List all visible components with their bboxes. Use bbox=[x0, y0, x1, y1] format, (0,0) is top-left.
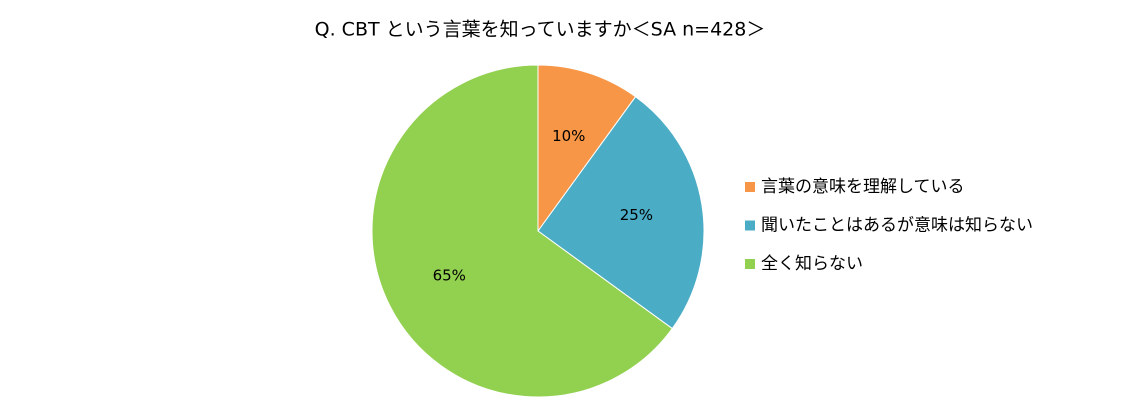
data-label: 10% bbox=[552, 127, 585, 145]
legend-swatch bbox=[745, 259, 755, 269]
legend-swatch bbox=[745, 182, 755, 192]
pie-slice bbox=[537, 64, 637, 233]
legend-label: 言葉の意味を理解している bbox=[761, 177, 965, 197]
legend-swatch bbox=[745, 220, 755, 231]
data-label: 65% bbox=[433, 267, 466, 285]
legend-label: 全く知らない bbox=[761, 254, 863, 274]
data-label: 25% bbox=[620, 206, 653, 224]
chart-title: Q. CBT という言葉を知っていますか＜SA n=428＞ bbox=[315, 19, 766, 41]
legend-label: 聞いたことはあるが意味は知らない bbox=[761, 216, 1033, 236]
pie-slice bbox=[537, 96, 705, 330]
pie-slice bbox=[371, 64, 673, 398]
